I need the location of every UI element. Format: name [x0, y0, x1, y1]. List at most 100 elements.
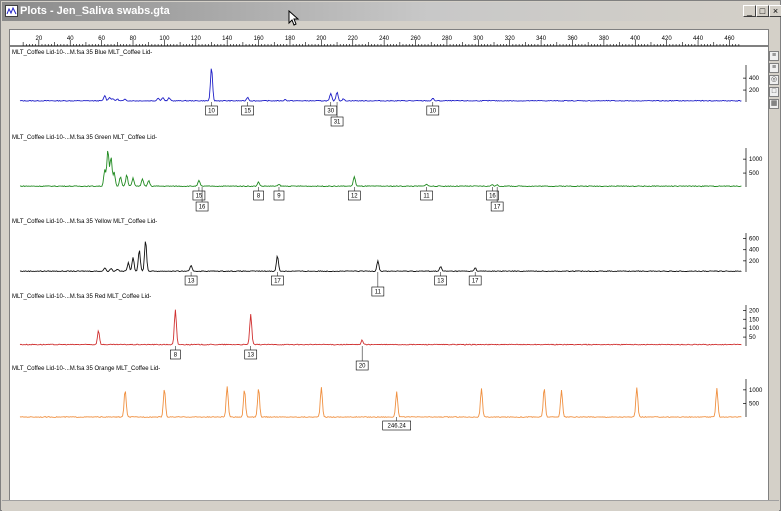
peak-label: 13 — [247, 353, 254, 359]
peak-label-box — [184, 275, 198, 286]
zoom-icon[interactable]: ≡ — [769, 51, 779, 61]
lines-icon[interactable]: ≡ — [769, 63, 779, 73]
peak-label-box — [468, 275, 482, 286]
peak-label-box — [490, 201, 504, 212]
trace-line-orange — [19, 386, 742, 418]
y-tick-label: 50 — [749, 335, 756, 341]
ruler-tick-label: 360 — [567, 36, 578, 42]
ruler-tick-label: 140 — [222, 36, 233, 42]
ruler-tick-label: 40 — [67, 36, 74, 42]
peak-label: 12 — [351, 194, 358, 200]
grid-icon[interactable]: ▦ — [769, 99, 779, 109]
ruler-tick-label: 340 — [536, 36, 547, 42]
peak-label: 17 — [472, 279, 479, 285]
title-bar[interactable]: Plots - Jen_Saliva swabs.gta _ □ × — [2, 2, 781, 21]
view-icon[interactable]: □ — [769, 87, 779, 97]
peak-label-box — [426, 105, 440, 116]
y-tick-label: 1000 — [749, 388, 763, 394]
trace-line-red — [19, 309, 742, 346]
peak-label: 11 — [375, 290, 382, 296]
minimize-button[interactable]: _ — [743, 5, 756, 17]
peak-label-box — [271, 275, 284, 286]
peak-label: 16 — [199, 205, 206, 211]
ruler-tick-label: 380 — [599, 36, 610, 42]
peak-label-box — [355, 360, 369, 371]
mouse-cursor-icon — [288, 10, 300, 26]
peak-label: 10 — [429, 109, 436, 115]
peak-label: 20 — [359, 364, 366, 370]
close-button[interactable]: × — [769, 5, 781, 17]
ruler-tick-label: 60 — [98, 36, 105, 42]
peak-label: 15 — [244, 109, 251, 115]
plot-area: 20 40 60 80 100 120 140 160 180 200 220 240 260 280 30… — [9, 29, 769, 501]
y-tick-label: 200 — [749, 259, 760, 265]
peak-label-box — [170, 349, 181, 360]
y-tick-label: 600 — [749, 237, 760, 243]
ruler-tick-label: 320 — [505, 36, 516, 42]
plot-toolbar: ≡ ≡ ◎ □ ▦ — [769, 51, 780, 111]
peak-label-box — [192, 190, 206, 201]
colors-icon[interactable]: ◎ — [769, 75, 779, 85]
trace-line-yellow — [19, 241, 742, 273]
peak-label-box — [273, 190, 285, 201]
ruler-tick-label: 120 — [191, 36, 202, 42]
peak-label-box — [253, 190, 264, 201]
peak-label-box — [434, 275, 447, 286]
ruler-tick-label: 180 — [285, 36, 296, 42]
panel-title: MLT_Coffee Lid-10-...M.fsa 35 Yellow MLT… — [12, 219, 157, 225]
y-tick-label: 500 — [749, 401, 760, 407]
ruler-tick-label: 300 — [473, 36, 484, 42]
status-bar — [2, 500, 779, 511]
y-tick-label: 200 — [749, 88, 760, 94]
trace-line-green — [19, 150, 742, 188]
peak-label: 17 — [494, 205, 501, 211]
y-tick-label: 500 — [749, 171, 760, 177]
peak-label-box — [324, 105, 338, 116]
peak-label-box — [486, 190, 499, 201]
y-tick-label: 150 — [749, 317, 760, 323]
panel-title: MLT_Coffee Lid-10-...M.fsa 35 Red MLT_Co… — [12, 294, 151, 300]
peak-label: 9 — [277, 194, 281, 200]
ruler-tick-label: 20 — [35, 36, 42, 42]
ruler-tick-label: 220 — [348, 36, 359, 42]
ruler-tick-label: 460 — [724, 36, 735, 42]
peak-label-box — [241, 105, 254, 116]
peak-label: 31 — [334, 120, 341, 126]
peak-label: 13 — [188, 279, 195, 285]
trace-line-blue — [19, 68, 742, 102]
peak-label-box — [348, 190, 361, 201]
ruler-tick-label: 200 — [316, 36, 327, 42]
ruler-tick-label: 80 — [130, 36, 137, 42]
ruler-tick-label: 240 — [379, 36, 390, 42]
peak-label-box — [420, 190, 433, 201]
ruler-tick-label: 260 — [411, 36, 422, 42]
peak-label: 8 — [174, 353, 178, 359]
peak-label: 17 — [274, 279, 281, 285]
peak-label: 8 — [257, 194, 261, 200]
y-tick-label: 400 — [749, 76, 760, 82]
peak-label: 16 — [489, 194, 496, 200]
peak-label-box — [382, 420, 411, 431]
peak-label-box — [195, 201, 209, 212]
peak-label: 246.24 — [388, 424, 407, 430]
peak-label-box — [371, 286, 385, 297]
electropherogram-plots: 20 40 60 80 100 120 140 160 180 200 220 240 260 280 30… — [10, 30, 768, 431]
ruler-tick-label: 420 — [662, 36, 673, 42]
ruler-tick-label: 400 — [630, 36, 641, 42]
ruler-background — [10, 30, 768, 46]
y-tick-label: 100 — [749, 326, 760, 332]
maximize-button[interactable]: □ — [756, 5, 769, 17]
ruler-tick-label: 440 — [693, 36, 704, 42]
app-icon — [5, 5, 18, 17]
peak-label-box — [244, 349, 258, 360]
peak-label: 15 — [196, 194, 203, 200]
peak-label-box — [330, 116, 344, 127]
peak-label: 11 — [423, 194, 430, 200]
ruler-tick-label: 160 — [254, 36, 265, 42]
window-title: Plots - Jen_Saliva swabs.gta — [20, 5, 170, 17]
peak-label: 10 — [208, 109, 215, 115]
panel-title: MLT_Coffee Lid-10-...M.fsa 35 Blue MLT_C… — [12, 50, 152, 56]
panel-title: MLT_Coffee Lid-10-...M.fsa 35 Orange MLT… — [12, 366, 160, 372]
y-tick-label: 400 — [749, 248, 760, 254]
